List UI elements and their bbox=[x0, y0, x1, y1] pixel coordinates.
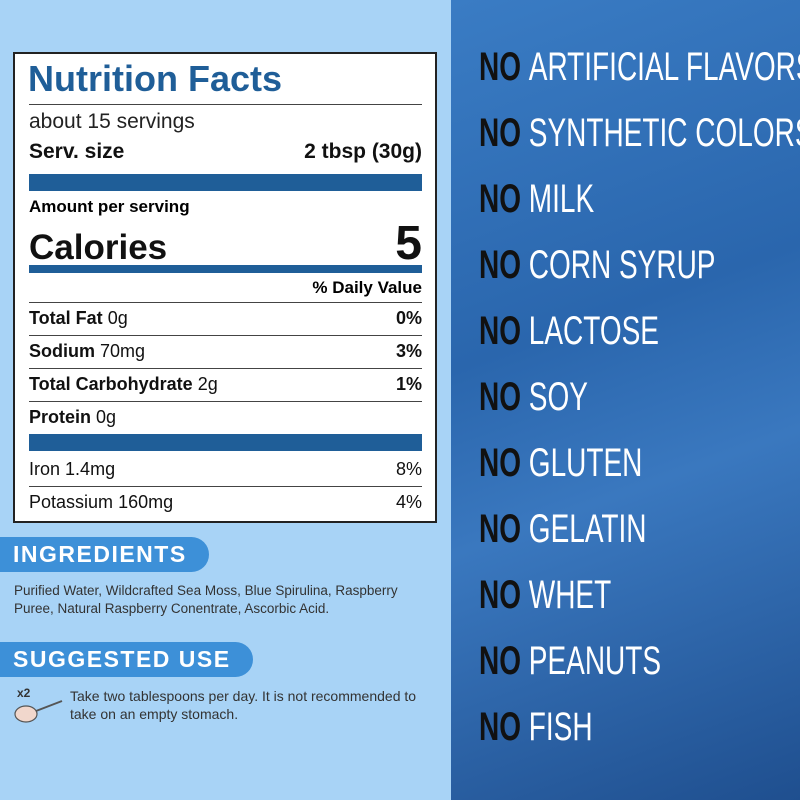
nutrient-name: Total Fat bbox=[29, 308, 103, 328]
divider bbox=[29, 486, 422, 487]
claim-item: FISH bbox=[528, 705, 593, 749]
claim: NO PEANUTS bbox=[479, 639, 661, 684]
daily-value-header: % Daily Value bbox=[312, 278, 422, 297]
ingredients-heading: INGREDIENTS bbox=[0, 537, 209, 572]
nutrient-name: Protein bbox=[29, 407, 92, 427]
claim-item: SYNTHETIC COLORS bbox=[528, 111, 800, 155]
thick-bar bbox=[29, 174, 422, 191]
claim-no: NO bbox=[479, 705, 521, 749]
claim-item: SOY bbox=[528, 375, 588, 419]
claim: NO GLUTEN bbox=[479, 441, 642, 486]
claim: NO MILK bbox=[479, 177, 594, 222]
nutrient-name: Potassium bbox=[29, 492, 114, 512]
nutrient-row: Protein 0g bbox=[29, 407, 422, 428]
claim-item: MILK bbox=[528, 177, 595, 221]
calories-label: Calories bbox=[29, 228, 168, 267]
suggested-use-text: Take two tablespoons per day. It is not … bbox=[70, 688, 417, 722]
medium-bar bbox=[29, 265, 422, 273]
ingredients-text: Purified Water, Wildcrafted Sea Moss, Bl… bbox=[14, 583, 398, 616]
nutrient-row: Sodium 70mg 3% bbox=[29, 341, 422, 362]
claim: NO WHET bbox=[479, 573, 611, 618]
claim-item: GLUTEN bbox=[528, 441, 643, 485]
claim: NO ARTIFICIAL FLAVORS bbox=[479, 45, 800, 90]
nutrient: Sodium 70mg bbox=[29, 341, 145, 362]
nutrient-row: Total Fat 0g 0% bbox=[29, 308, 422, 329]
nutrient: Iron 1.4mg bbox=[29, 459, 115, 480]
nutrient-name: Iron bbox=[29, 459, 61, 479]
daily-value: 3% bbox=[395, 341, 422, 361]
claim-no: NO bbox=[479, 111, 521, 155]
thick-bar bbox=[29, 434, 422, 451]
nutrient: Potassium 160mg bbox=[29, 492, 173, 513]
divider bbox=[29, 401, 422, 402]
divider bbox=[29, 335, 422, 336]
claim-item: LACTOSE bbox=[528, 309, 659, 353]
servings: about 15 servings bbox=[29, 110, 195, 133]
serving-size-value: 2 tbsp (30g) bbox=[304, 140, 422, 163]
claim-item: ARTIFICIAL FLAVORS bbox=[528, 45, 800, 89]
spoon-icon bbox=[14, 700, 63, 723]
claim: NO GELATIN bbox=[479, 507, 647, 552]
daily-value: 4% bbox=[395, 492, 422, 512]
calories: Calories 5 bbox=[29, 216, 422, 271]
claim: NO FISH bbox=[479, 705, 593, 750]
nutrient-amount: 2g bbox=[197, 374, 218, 394]
nutrition-label: Nutrition Facts about 15 servings Serv. … bbox=[13, 52, 437, 523]
calories-value: 5 bbox=[395, 217, 422, 270]
daily-value: 0% bbox=[395, 308, 422, 328]
nutrient-amount: 160mg bbox=[118, 492, 174, 512]
claim-no: NO bbox=[479, 45, 521, 89]
claims-panel bbox=[451, 0, 800, 800]
nutrient-row: Potassium 160mg 4% bbox=[29, 492, 422, 513]
nutrient-row: Total Carbohydrate 2g 1% bbox=[29, 374, 422, 395]
claim: NO SYNTHETIC COLORS bbox=[479, 111, 800, 156]
divider bbox=[29, 302, 422, 303]
daily-value: 1% bbox=[395, 374, 422, 394]
nutrient: Protein 0g bbox=[29, 407, 116, 428]
nutrient: Total Fat 0g bbox=[29, 308, 128, 329]
claim: NO SOY bbox=[479, 375, 588, 420]
claim-no: NO bbox=[479, 639, 521, 683]
nutrient-row: Iron 1.4mg 8% bbox=[29, 459, 422, 480]
nutrient-amount: 70mg bbox=[100, 341, 146, 361]
claim-no: NO bbox=[479, 441, 521, 485]
amount-per-serving: Amount per serving bbox=[29, 197, 190, 216]
nutrient-amount: 0g bbox=[107, 308, 128, 328]
claim-item: PEANUTS bbox=[528, 639, 662, 683]
nutrient-name: Total Carbohydrate bbox=[29, 374, 193, 394]
serving-size-label: Serv. size bbox=[29, 140, 125, 163]
nutrient-name: Sodium bbox=[29, 341, 95, 361]
claim: NO CORN SYRUP bbox=[479, 243, 715, 288]
daily-value: 8% bbox=[395, 459, 422, 479]
claim-no: NO bbox=[479, 309, 521, 353]
nutrient: Total Carbohydrate 2g bbox=[29, 374, 218, 395]
claim-no: NO bbox=[479, 243, 521, 287]
suggested-use-heading: SUGGESTED USE bbox=[0, 642, 253, 677]
claim-item: CORN SYRUP bbox=[528, 243, 716, 287]
claim-item: WHET bbox=[528, 573, 612, 617]
claim-item: GELATIN bbox=[528, 507, 647, 551]
divider bbox=[29, 368, 422, 369]
nutrient-amount: 0g bbox=[96, 407, 117, 427]
claim-no: NO bbox=[479, 507, 521, 551]
nutrient-amount: 1.4mg bbox=[65, 459, 116, 479]
nutrition-title: Nutrition Facts bbox=[28, 58, 283, 99]
claim-no: NO bbox=[479, 177, 521, 221]
divider bbox=[29, 104, 422, 105]
multiplier: x2 bbox=[17, 686, 31, 700]
serving-size: Serv. size 2 tbsp (30g) bbox=[29, 140, 422, 164]
claim-no: NO bbox=[479, 573, 521, 617]
claim: NO LACTOSE bbox=[479, 309, 659, 354]
claim-no: NO bbox=[479, 375, 521, 419]
